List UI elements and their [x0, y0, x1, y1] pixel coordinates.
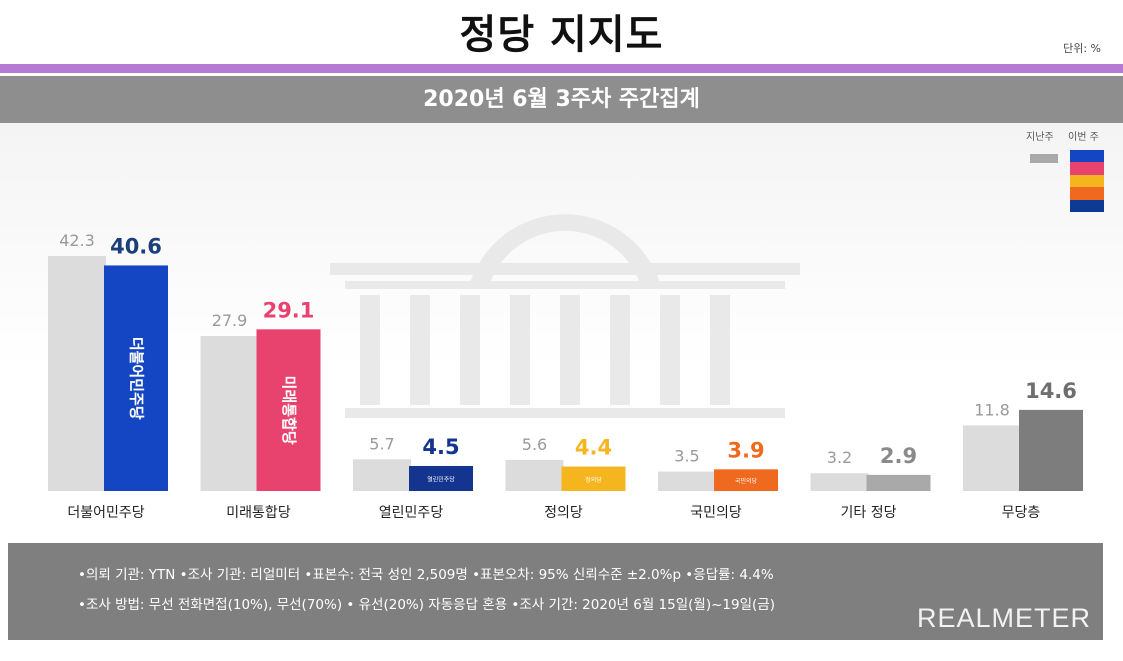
category-label: 열린민주당	[379, 505, 444, 521]
category-label: 무당층	[1002, 505, 1041, 521]
bar-this-week	[409, 466, 473, 491]
data-label-prev-week: 5.6	[522, 435, 547, 454]
bar-prev-week	[505, 459, 564, 491]
legend-cur-swatch	[1070, 150, 1104, 212]
legend-cur-swatch-stripe	[1070, 150, 1104, 163]
bar-prev-week	[963, 425, 1021, 491]
chart-area: 42.3 40.6 더불어민주당 더불어민주당 27.9 29.1 미래통합당 미래통합당 5.…	[0, 123, 1123, 533]
data-label-prev-week: 5.7	[369, 434, 394, 453]
accent-divider	[0, 64, 1123, 73]
party-logo-text: 열린민주당	[427, 476, 455, 484]
survey-info-box: •의뢰 기관: YTN •조사 기관: 리얼미터 •표본수: 전국 성인 2,5…	[8, 543, 1103, 640]
bar-this-week	[1019, 409, 1083, 491]
bar-this-week	[104, 265, 168, 491]
bar-this-week	[714, 469, 778, 491]
bar-this-week	[866, 474, 931, 491]
category-label: 국민의당	[690, 505, 742, 521]
assembly-building-watermark	[330, 214, 800, 418]
category-label: 미래통합당	[226, 505, 291, 521]
data-label-this-week: 2.9	[880, 444, 917, 468]
bar-this-week	[561, 466, 626, 491]
party-logo-text: 정의당	[585, 476, 602, 484]
party-logo-text: 더불어민주당	[128, 337, 146, 420]
party-logo-text: 국민의당	[735, 477, 758, 485]
bar-prev-week	[353, 459, 411, 491]
survey-info-line-2: •조사 방법: 무선 전화면접(10%), 무선(70%) • 유선(20%) …	[78, 597, 775, 613]
realmeter-logo: REALMETER	[916, 603, 1091, 633]
bar-prev-week	[200, 336, 259, 491]
data-label-this-week: 29.1	[263, 298, 315, 322]
legend-cur-label: 이번 주	[1068, 132, 1099, 143]
legend-cur-swatch-stripe	[1070, 199, 1104, 212]
data-label-prev-week: 42.3	[59, 231, 95, 250]
legend: 지난주 이번 주	[1026, 128, 1106, 218]
data-label-prev-week: 27.9	[212, 311, 248, 330]
chart-title: 정당 지지도	[459, 12, 664, 58]
party-logo-text: 미래통합당	[280, 376, 298, 445]
legend-prev-swatch	[1030, 154, 1058, 163]
bar-this-week	[256, 329, 321, 491]
legend-prev-label: 지난주	[1026, 132, 1054, 143]
data-label-this-week: 4.4	[575, 436, 612, 460]
category-label: 정의당	[544, 505, 583, 521]
bar-prev-week	[658, 471, 716, 491]
data-label-this-week: 3.9	[727, 438, 764, 462]
data-label-this-week: 4.5	[422, 435, 459, 459]
unit-label: 단위: %	[1063, 42, 1101, 55]
data-label-this-week: 14.6	[1025, 379, 1077, 403]
legend-cur-swatch-stripe	[1070, 162, 1104, 175]
data-label-prev-week: 3.5	[674, 447, 699, 466]
data-label-this-week: 40.6	[110, 234, 162, 258]
data-label-prev-week: 11.8	[974, 400, 1010, 419]
legend-cur-swatch-stripe	[1070, 187, 1104, 200]
bar-prev-week	[48, 256, 106, 491]
period-banner: 2020년 6월 3주차 주간집계	[0, 76, 1123, 123]
bar-prev-week	[810, 473, 869, 491]
category-label: 더불어민주당	[67, 505, 144, 521]
survey-info-line-1: •의뢰 기관: YTN •조사 기관: 리얼미터 •표본수: 전국 성인 2,5…	[78, 567, 774, 583]
category-label: 기타 정당	[841, 505, 897, 521]
data-label-prev-week: 3.2	[827, 448, 852, 467]
legend-cur-swatch-stripe	[1070, 174, 1104, 188]
